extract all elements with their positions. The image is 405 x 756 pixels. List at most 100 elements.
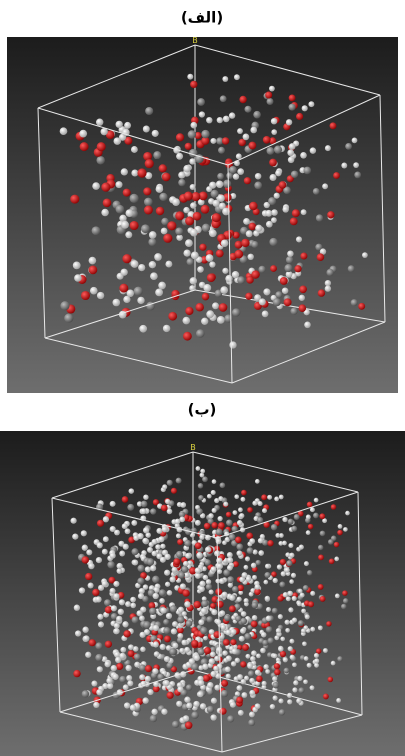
- axis-label: B: [192, 36, 198, 45]
- atom: [288, 157, 295, 164]
- atom: [186, 703, 192, 709]
- atom: [142, 697, 148, 703]
- atom: [124, 702, 130, 708]
- atom: [202, 293, 209, 300]
- atom: [261, 494, 267, 500]
- atom: [254, 182, 262, 190]
- atom: [121, 221, 129, 229]
- atom: [60, 301, 69, 310]
- atom: [131, 548, 138, 555]
- atom: [328, 539, 334, 545]
- atom: [148, 238, 156, 246]
- atom: [198, 483, 203, 488]
- atom: [237, 674, 243, 680]
- atom: [143, 494, 148, 499]
- atom: [195, 303, 203, 311]
- atom: [325, 280, 331, 286]
- atom: [229, 166, 237, 174]
- atom: [165, 499, 170, 504]
- atom: [212, 508, 217, 513]
- atom: [159, 598, 165, 604]
- atom: [231, 661, 236, 666]
- atom: [96, 557, 102, 563]
- atom: [208, 513, 213, 518]
- atom: [185, 553, 191, 559]
- atom: [223, 116, 230, 123]
- atom: [241, 490, 247, 496]
- atom: [327, 211, 334, 218]
- atom: [244, 598, 249, 603]
- atom: [219, 578, 225, 584]
- atom: [263, 580, 268, 585]
- atom: [278, 614, 283, 619]
- atom: [218, 522, 225, 529]
- atom: [190, 81, 197, 88]
- atom: [112, 674, 118, 680]
- atom: [202, 476, 208, 482]
- atom: [199, 244, 206, 251]
- atom: [277, 595, 283, 601]
- atom: [258, 550, 264, 556]
- atom: [143, 621, 150, 628]
- atom: [353, 162, 359, 168]
- atom: [351, 299, 358, 306]
- atom: [198, 680, 204, 686]
- atom: [186, 620, 193, 627]
- atom: [318, 584, 324, 590]
- atom: [239, 96, 246, 103]
- atom: [251, 621, 258, 628]
- atom: [289, 104, 296, 111]
- atom: [318, 289, 325, 296]
- atom: [119, 676, 126, 683]
- atom: [329, 559, 335, 565]
- atom: [280, 277, 288, 285]
- atom: [106, 678, 112, 684]
- atom: [79, 587, 85, 593]
- atom: [292, 618, 297, 623]
- atom: [251, 270, 259, 278]
- atom: [130, 597, 136, 603]
- atom: [160, 544, 165, 549]
- atom: [191, 122, 198, 129]
- atom: [113, 581, 119, 587]
- atom: [262, 311, 269, 318]
- atom: [256, 676, 263, 683]
- atom: [164, 656, 170, 662]
- atom: [201, 608, 207, 614]
- atom: [176, 234, 182, 240]
- atom: [217, 601, 224, 608]
- atom: [126, 209, 134, 217]
- atom: [152, 668, 158, 674]
- atom: [158, 536, 164, 542]
- atom: [121, 168, 128, 175]
- atom: [251, 650, 257, 656]
- atom: [185, 307, 193, 315]
- atom: [196, 466, 201, 471]
- atom: [195, 567, 201, 573]
- atom: [145, 676, 151, 682]
- atom: [185, 216, 194, 225]
- atom: [121, 269, 128, 276]
- atom: [210, 138, 216, 144]
- atom: [209, 658, 215, 664]
- atom: [177, 686, 183, 692]
- atom: [153, 151, 161, 159]
- atom: [300, 593, 305, 598]
- atom: [86, 549, 92, 555]
- atom: [274, 663, 280, 669]
- atom: [132, 560, 138, 566]
- atom: [286, 119, 292, 125]
- atom: [155, 289, 163, 297]
- atom: [229, 112, 235, 118]
- atom: [183, 332, 192, 341]
- atom: [289, 639, 294, 644]
- atom: [279, 181, 287, 189]
- atom: [212, 479, 217, 484]
- atom: [297, 676, 302, 681]
- atom: [172, 567, 178, 573]
- atom: [195, 520, 201, 526]
- atom: [333, 172, 340, 179]
- atom: [166, 692, 173, 699]
- atom: [97, 614, 103, 620]
- atom: [196, 552, 202, 558]
